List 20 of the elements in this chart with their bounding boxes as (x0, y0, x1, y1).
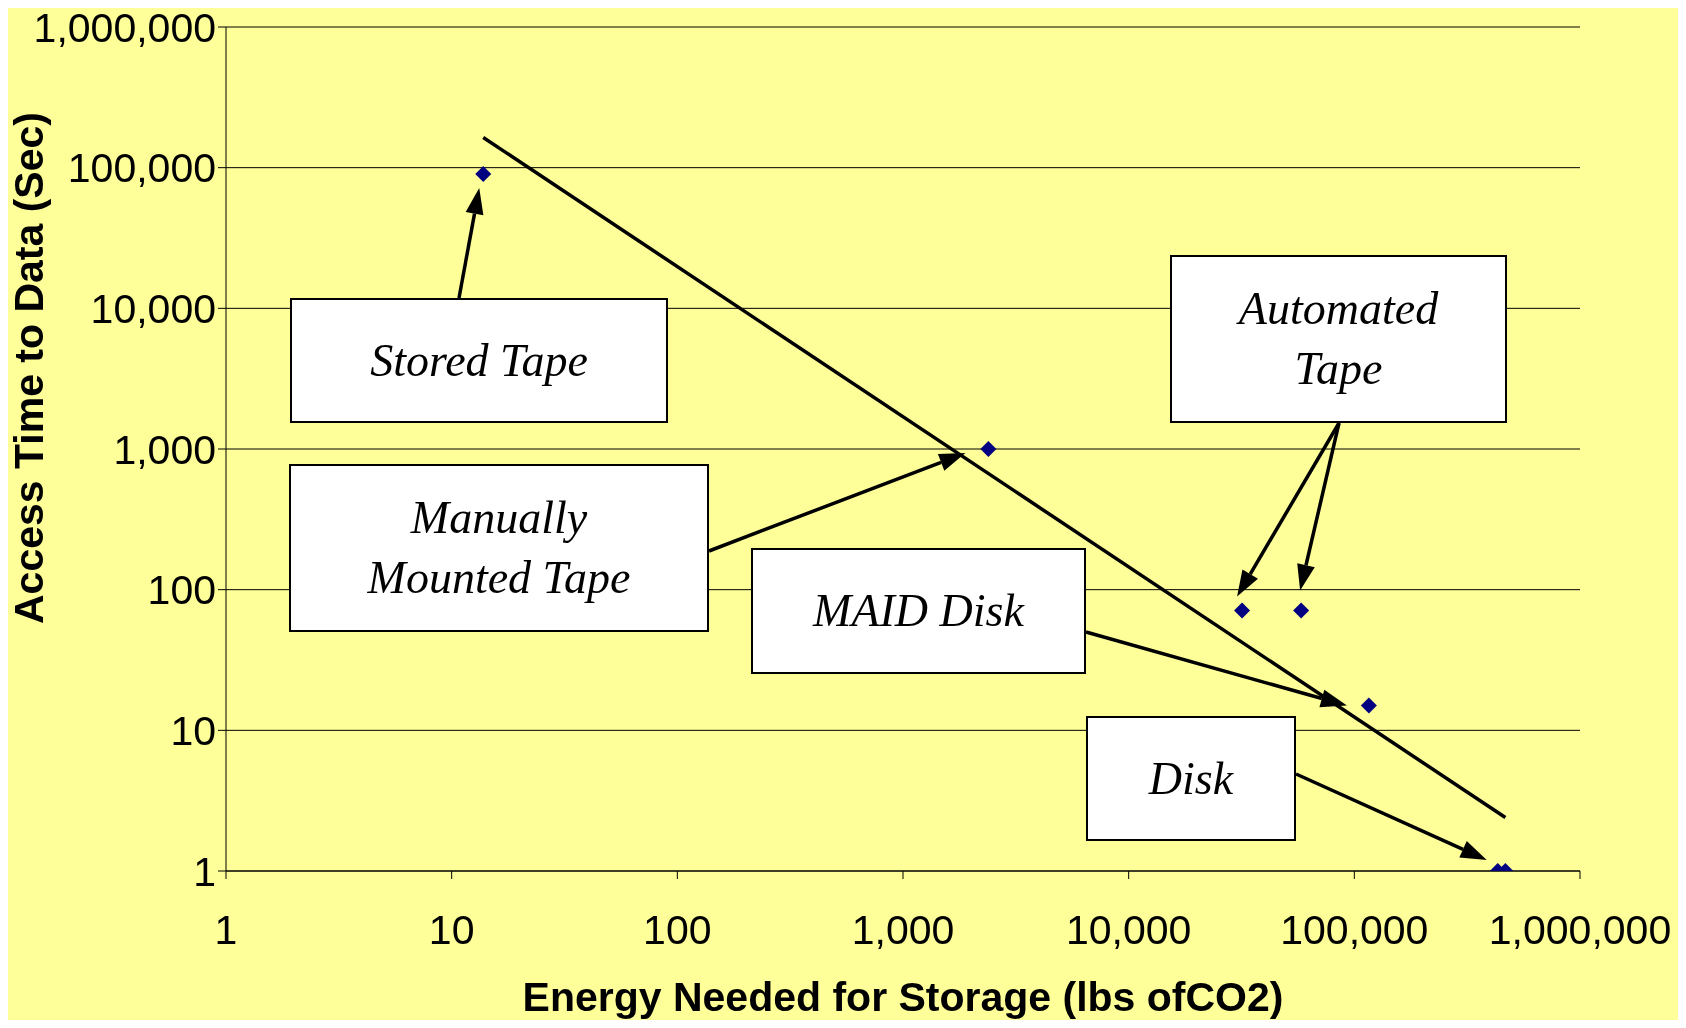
x-tick-label: 100 (643, 907, 712, 954)
x-tick-label: 10 (428, 907, 475, 954)
annotation: Disk (1148, 751, 1234, 806)
y-axis-title: Access Time to Data (Sec) (5, 112, 52, 624)
y-tick-label: 1 (193, 848, 216, 895)
annotation: Stored Tape (370, 333, 588, 388)
x-tick-label: 1,000,000 (1488, 907, 1672, 954)
y-tick-label: 10 (170, 707, 216, 754)
x-tick-label: 10,000 (1065, 907, 1192, 954)
x-axis-title: Energy Needed for Storage (lbs ofCO2) (522, 974, 1284, 1020)
y-tick-label: 1,000 (113, 426, 216, 473)
x-tick-label: 1,000 (851, 907, 955, 954)
annotation: Automated Tape (1235, 282, 1440, 396)
x-tick-label: 100,000 (1280, 907, 1429, 954)
annotation: MAID Disk (813, 584, 1024, 639)
y-tick-label: 10,000 (90, 285, 216, 332)
y-tick-label: 1,000,000 (33, 4, 216, 51)
annotation: Manually Mounted Tape (366, 491, 632, 605)
y-tick-label: 100,000 (67, 145, 216, 192)
y-tick-label: 100 (147, 567, 216, 614)
